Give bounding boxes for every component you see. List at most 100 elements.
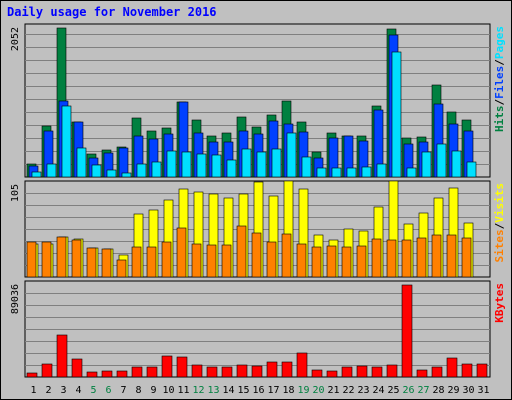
- legend-item-pages: Pages: [493, 26, 506, 59]
- bar-pages-1: [31, 171, 42, 178]
- bar-pages-22: [346, 167, 357, 178]
- bar-sites-6: [101, 248, 112, 278]
- bar-pages-30: [466, 161, 477, 178]
- bar-sites-4: [71, 239, 82, 278]
- x-tick-label-13: 13: [207, 385, 219, 396]
- legend-bottom: KBytes: [493, 283, 506, 323]
- bar-kbytes-3: [56, 334, 68, 378]
- bar-pages-21: [331, 167, 342, 178]
- bar-sites-8: [131, 246, 142, 278]
- bar-kbytes-17: [266, 361, 278, 378]
- bar-kbytes-9: [146, 366, 158, 378]
- legend-middle: Sites/Visits: [493, 183, 506, 263]
- bar-kbytes-23: [356, 365, 368, 378]
- bar-kbytes-13: [206, 366, 218, 378]
- bar-pages-13: [211, 154, 222, 178]
- bar-pages-10: [166, 150, 177, 178]
- bar-sites-11: [176, 227, 187, 278]
- bar-sites-16: [251, 232, 262, 278]
- bar-files-7: [118, 147, 129, 178]
- bar-kbytes-29: [446, 357, 458, 378]
- bar-kbytes-30: [461, 363, 473, 378]
- ymax-label-top: 2052: [10, 27, 21, 51]
- bar-pages-15: [241, 148, 252, 178]
- x-tick-label-4: 4: [75, 385, 81, 396]
- x-tick-label-24: 24: [372, 385, 384, 396]
- bar-sites-2: [41, 241, 52, 278]
- bar-kbytes-16: [251, 365, 263, 378]
- x-tick-label-19: 19: [297, 385, 309, 396]
- x-tick-label-1: 1: [30, 385, 36, 396]
- bar-pages-7: [121, 172, 132, 178]
- bar-pages-6: [106, 169, 117, 178]
- x-tick-label-3: 3: [60, 385, 66, 396]
- bar-kbytes-28: [431, 366, 443, 378]
- x-tick-label-5: 5: [90, 385, 96, 396]
- bar-kbytes-14: [221, 366, 233, 378]
- ymax-label-bottom: 89036: [10, 284, 21, 314]
- bar-sites-7: [116, 259, 127, 278]
- bar-pages-9: [151, 161, 162, 178]
- bar-pages-29: [451, 150, 462, 178]
- bar-sites-26: [401, 239, 412, 278]
- bar-kbytes-15: [236, 364, 248, 378]
- legend-separator: /: [493, 222, 506, 229]
- x-tick-label-7: 7: [120, 385, 126, 396]
- bar-kbytes-25: [386, 364, 398, 378]
- bar-kbytes-8: [131, 366, 143, 378]
- bar-sites-29: [446, 234, 457, 278]
- bar-kbytes-19: [296, 352, 308, 378]
- bar-sites-10: [161, 241, 172, 278]
- bar-kbytes-4: [71, 358, 83, 378]
- ymax-label-middle: 105: [10, 184, 21, 202]
- bar-kbytes-21: [326, 370, 338, 378]
- x-tick-label-30: 30: [462, 385, 474, 396]
- legend-item-files: Files: [493, 66, 506, 99]
- bar-sites-24: [371, 238, 382, 278]
- x-tick-label-25: 25: [387, 385, 399, 396]
- x-tick-label-28: 28: [432, 385, 444, 396]
- legend-item-hits: Hits: [493, 106, 506, 133]
- x-tick-label-2: 2: [45, 385, 51, 396]
- bar-kbytes-20: [311, 369, 323, 378]
- bar-kbytes-12: [191, 364, 203, 378]
- legend-item-visits: Visits: [493, 183, 506, 223]
- bar-pages-12: [196, 153, 207, 178]
- bar-sites-5: [86, 247, 97, 278]
- x-tick-label-9: 9: [150, 385, 156, 396]
- legend-separator: /: [493, 59, 506, 66]
- bar-kbytes-6: [101, 370, 113, 378]
- bar-pages-2: [46, 163, 57, 178]
- bar-sites-9: [146, 246, 157, 278]
- bar-kbytes-5: [86, 371, 98, 378]
- bar-pages-14: [226, 159, 237, 178]
- bar-sites-18: [281, 233, 292, 278]
- x-tick-label-22: 22: [342, 385, 354, 396]
- x-tick-label-27: 27: [417, 385, 429, 396]
- bar-kbytes-18: [281, 361, 293, 378]
- bar-sites-27: [416, 237, 427, 278]
- bar-kbytes-11: [176, 356, 188, 378]
- bar-sites-14: [221, 244, 232, 278]
- bar-sites-21: [326, 245, 337, 278]
- bar-pages-17: [271, 148, 282, 178]
- x-tick-label-10: 10: [162, 385, 174, 396]
- x-tick-label-20: 20: [312, 385, 324, 396]
- x-tick-label-29: 29: [447, 385, 459, 396]
- bar-pages-26: [406, 167, 417, 178]
- bar-sites-22: [341, 246, 352, 278]
- legend-item-kbytes: KBytes: [493, 283, 506, 323]
- bar-sites-28: [431, 234, 442, 278]
- bar-pages-16: [256, 151, 267, 178]
- bar-sites-1: [26, 241, 37, 278]
- bar-pages-28: [436, 143, 447, 178]
- x-tick-label-11: 11: [177, 385, 189, 396]
- bar-pages-3: [61, 105, 72, 178]
- bar-kbytes-31: [476, 363, 488, 378]
- bar-kbytes-27: [416, 369, 428, 378]
- bar-kbytes-24: [371, 366, 383, 378]
- legend-item-sites: Sites: [493, 229, 506, 262]
- x-tick-label-6: 6: [105, 385, 111, 396]
- bar-pages-25: [391, 51, 402, 178]
- bar-pages-8: [136, 163, 147, 178]
